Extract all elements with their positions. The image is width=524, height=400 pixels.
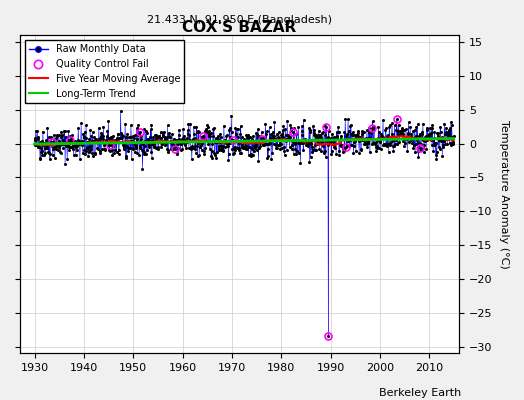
Legend: Raw Monthly Data, Quality Control Fail, Five Year Moving Average, Long-Term Tren: Raw Monthly Data, Quality Control Fail, … <box>25 40 184 102</box>
Text: 21.433 N, 91.950 E (Bangladesh): 21.433 N, 91.950 E (Bangladesh) <box>147 15 332 25</box>
Y-axis label: Temperature Anomaly (°C): Temperature Anomaly (°C) <box>499 120 509 269</box>
Title: COX'S BAZAR: COX'S BAZAR <box>182 20 297 35</box>
Text: Berkeley Earth: Berkeley Earth <box>379 388 461 398</box>
